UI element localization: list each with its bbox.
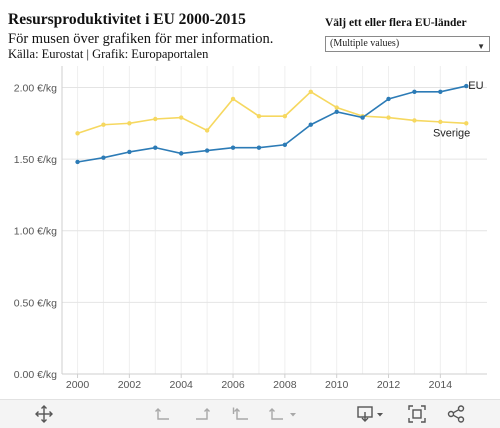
country-filter-value: (Multiple values): [330, 38, 400, 49]
chart-series: [75, 83, 469, 165]
data-point-sverige[interactable]: [282, 113, 288, 119]
data-point-sverige[interactable]: [438, 119, 443, 125]
download-icon[interactable]: [354, 404, 388, 424]
y-tick-label: 1.00 €/kg: [14, 226, 57, 238]
data-point-sverige[interactable]: [308, 89, 313, 94]
data-point-sverige[interactable]: [256, 113, 262, 119]
data-point-eu[interactable]: [230, 145, 236, 150]
series-line-sverige: [77, 90, 467, 135]
data-point-eu[interactable]: [75, 159, 80, 165]
x-tick-label: 2004: [170, 379, 194, 391]
y-axis-ticks: 0.00 €/kg 0.50 €/kg 1.00 €/kg 1.50 €/kg 2.00…: [14, 82, 57, 381]
series-label-eu: EU: [468, 80, 483, 92]
undo-icon[interactable]: [152, 404, 174, 424]
data-point-eu[interactable]: [412, 89, 417, 94]
redo-icon[interactable]: [191, 404, 213, 424]
y-tick-label: 0.00 €/kg: [14, 369, 57, 381]
series-line-eu: [77, 85, 467, 163]
data-point-eu[interactable]: [101, 155, 106, 160]
data-point-sverige[interactable]: [153, 116, 158, 122]
data-point-eu[interactable]: [256, 145, 262, 150]
x-tick-label: 2000: [66, 379, 90, 391]
revert-icon[interactable]: [230, 404, 252, 424]
data-point-eu[interactable]: [127, 149, 132, 155]
data-point-eu[interactable]: [179, 151, 184, 156]
revert-menu-icon[interactable]: [266, 404, 300, 424]
data-point-sverige[interactable]: [230, 96, 236, 102]
data-point-eu[interactable]: [204, 148, 210, 153]
series-labels: EU Sverige: [433, 80, 484, 139]
data-point-eu[interactable]: [438, 89, 443, 94]
y-tick-label: 0.50 €/kg: [14, 297, 57, 309]
data-point-sverige[interactable]: [386, 115, 391, 120]
x-tick-label: 2008: [273, 379, 297, 391]
data-point-sverige[interactable]: [75, 131, 80, 136]
data-point-sverige[interactable]: [204, 128, 210, 133]
chart-source: Källa: Eurostat | Grafik: Europaportalen: [8, 47, 209, 61]
chart-axes: [61, 66, 487, 375]
country-filter-dropdown[interactable]: (Multiple values) ▼: [325, 36, 490, 52]
data-point-sverige[interactable]: [412, 118, 417, 123]
data-point-eu[interactable]: [282, 142, 288, 147]
x-tick-label: 2006: [221, 379, 245, 391]
country-filter-label: Välj ett eller flera EU-länder: [325, 17, 467, 29]
chart-grid: [62, 66, 487, 375]
x-tick-label: 2010: [325, 379, 349, 391]
x-tick-label: 2012: [377, 379, 401, 391]
x-tick-label: 2014: [429, 379, 453, 391]
data-point-eu[interactable]: [334, 109, 339, 115]
data-point-sverige[interactable]: [101, 122, 106, 127]
chart-title: Resursproduktivitet i EU 2000-2015: [8, 11, 246, 28]
x-tick-label: 2002: [118, 379, 142, 391]
data-point-eu[interactable]: [464, 83, 469, 89]
y-tick-label: 1.50 €/kg: [14, 154, 57, 166]
data-point-sverige[interactable]: [179, 115, 184, 120]
fullscreen-icon[interactable]: [406, 404, 428, 424]
chart-subtitle: För musen över grafiken för mer informat…: [8, 31, 274, 47]
chevron-down-icon: ▼: [477, 42, 485, 51]
viz-toolbar: [0, 399, 500, 428]
data-point-sverige[interactable]: [127, 121, 132, 126]
y-tick-label: 2.00 €/kg: [14, 82, 57, 94]
data-point-sverige[interactable]: [464, 121, 469, 126]
data-point-eu[interactable]: [308, 122, 313, 127]
move-icon[interactable]: [33, 404, 55, 424]
data-point-eu[interactable]: [386, 96, 391, 102]
x-axis-ticks: 2000 2002 2004 2006 2008 2010 2012 2014: [66, 374, 452, 391]
data-point-eu[interactable]: [153, 145, 158, 150]
series-label-sverige: Sverige: [433, 127, 470, 139]
share-icon[interactable]: [445, 404, 467, 424]
line-chart[interactable]: 0.00 €/kg 0.50 €/kg 1.00 €/kg 1.50 €/kg 2.00…: [0, 0, 500, 400]
data-point-eu[interactable]: [360, 115, 365, 120]
data-point-sverige[interactable]: [334, 105, 339, 110]
